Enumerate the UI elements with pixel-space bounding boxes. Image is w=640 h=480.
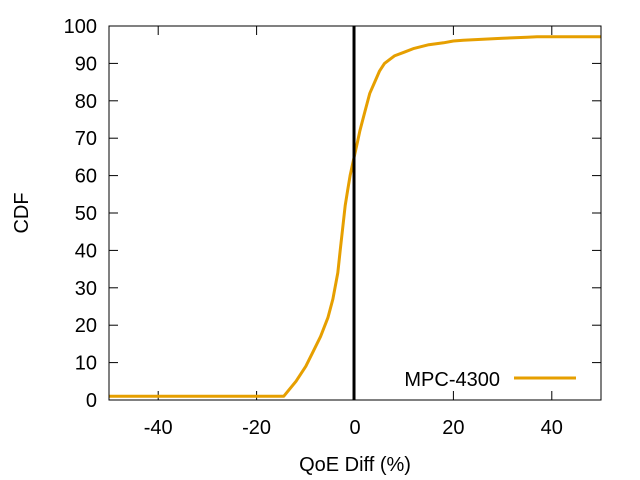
y-axis-label: CDF [11,192,33,233]
series-layer [109,35,601,398]
y-tick-label: 40 [75,240,97,262]
series-line-0 [109,35,601,398]
y-tick-label: 90 [75,53,97,75]
y-tick-label: 30 [75,278,97,300]
y-tick-label: 20 [75,315,97,337]
y-tick-labels: 0 10 20 30 40 50 60 70 80 90 100 [64,16,97,412]
legend-entry-label: MPC-4300 [404,369,500,391]
y-tick-label: 100 [64,16,97,38]
y-tick-label: 10 [75,353,97,375]
x-tick-labels: -40 -20 0 20 40 [144,417,563,439]
legend: MPC-4300 [404,369,576,391]
x-tick-label: 20 [442,417,464,439]
y-tick-label: 70 [75,128,97,150]
x-tick-label: -20 [242,417,271,439]
x-tick-label: -40 [144,417,173,439]
plot-frame [108,25,602,401]
x-axis-label: QoE Diff (%) [299,454,411,476]
x-tick-label: 40 [541,417,563,439]
x-tick-label: 0 [349,417,360,439]
y-tick-label: 0 [86,390,97,412]
y-tick-label: 60 [75,166,97,188]
y-tick-label: 50 [75,203,97,225]
y-tick-label: 80 [75,91,97,113]
